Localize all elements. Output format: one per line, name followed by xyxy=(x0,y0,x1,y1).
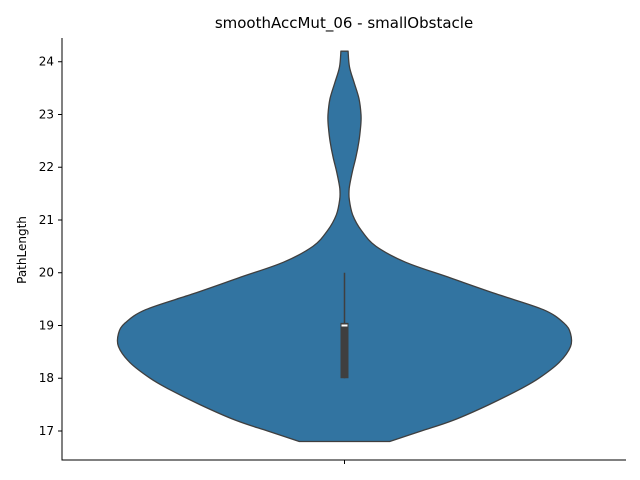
axes-frame xyxy=(61,38,626,461)
y-tick-label: 24 xyxy=(39,55,54,69)
box-iqr xyxy=(340,322,349,379)
y-axis-label: PathLength xyxy=(15,216,29,284)
y-tick-label: 22 xyxy=(39,160,54,174)
plot-area xyxy=(116,50,573,443)
y-tick-label: 20 xyxy=(39,266,54,280)
y-tick-label: 19 xyxy=(39,318,54,332)
violin-body xyxy=(116,50,573,443)
y-tick-label: 21 xyxy=(39,213,54,227)
y-axis: 17 18 19 20 21 22 23 24 xyxy=(39,55,62,438)
chart-title: smoothAccMut_06 - smallObstacle xyxy=(215,14,473,33)
y-tick-label: 18 xyxy=(39,371,54,385)
y-tick-label: 17 xyxy=(39,424,54,438)
y-tick-label: 23 xyxy=(39,107,54,121)
